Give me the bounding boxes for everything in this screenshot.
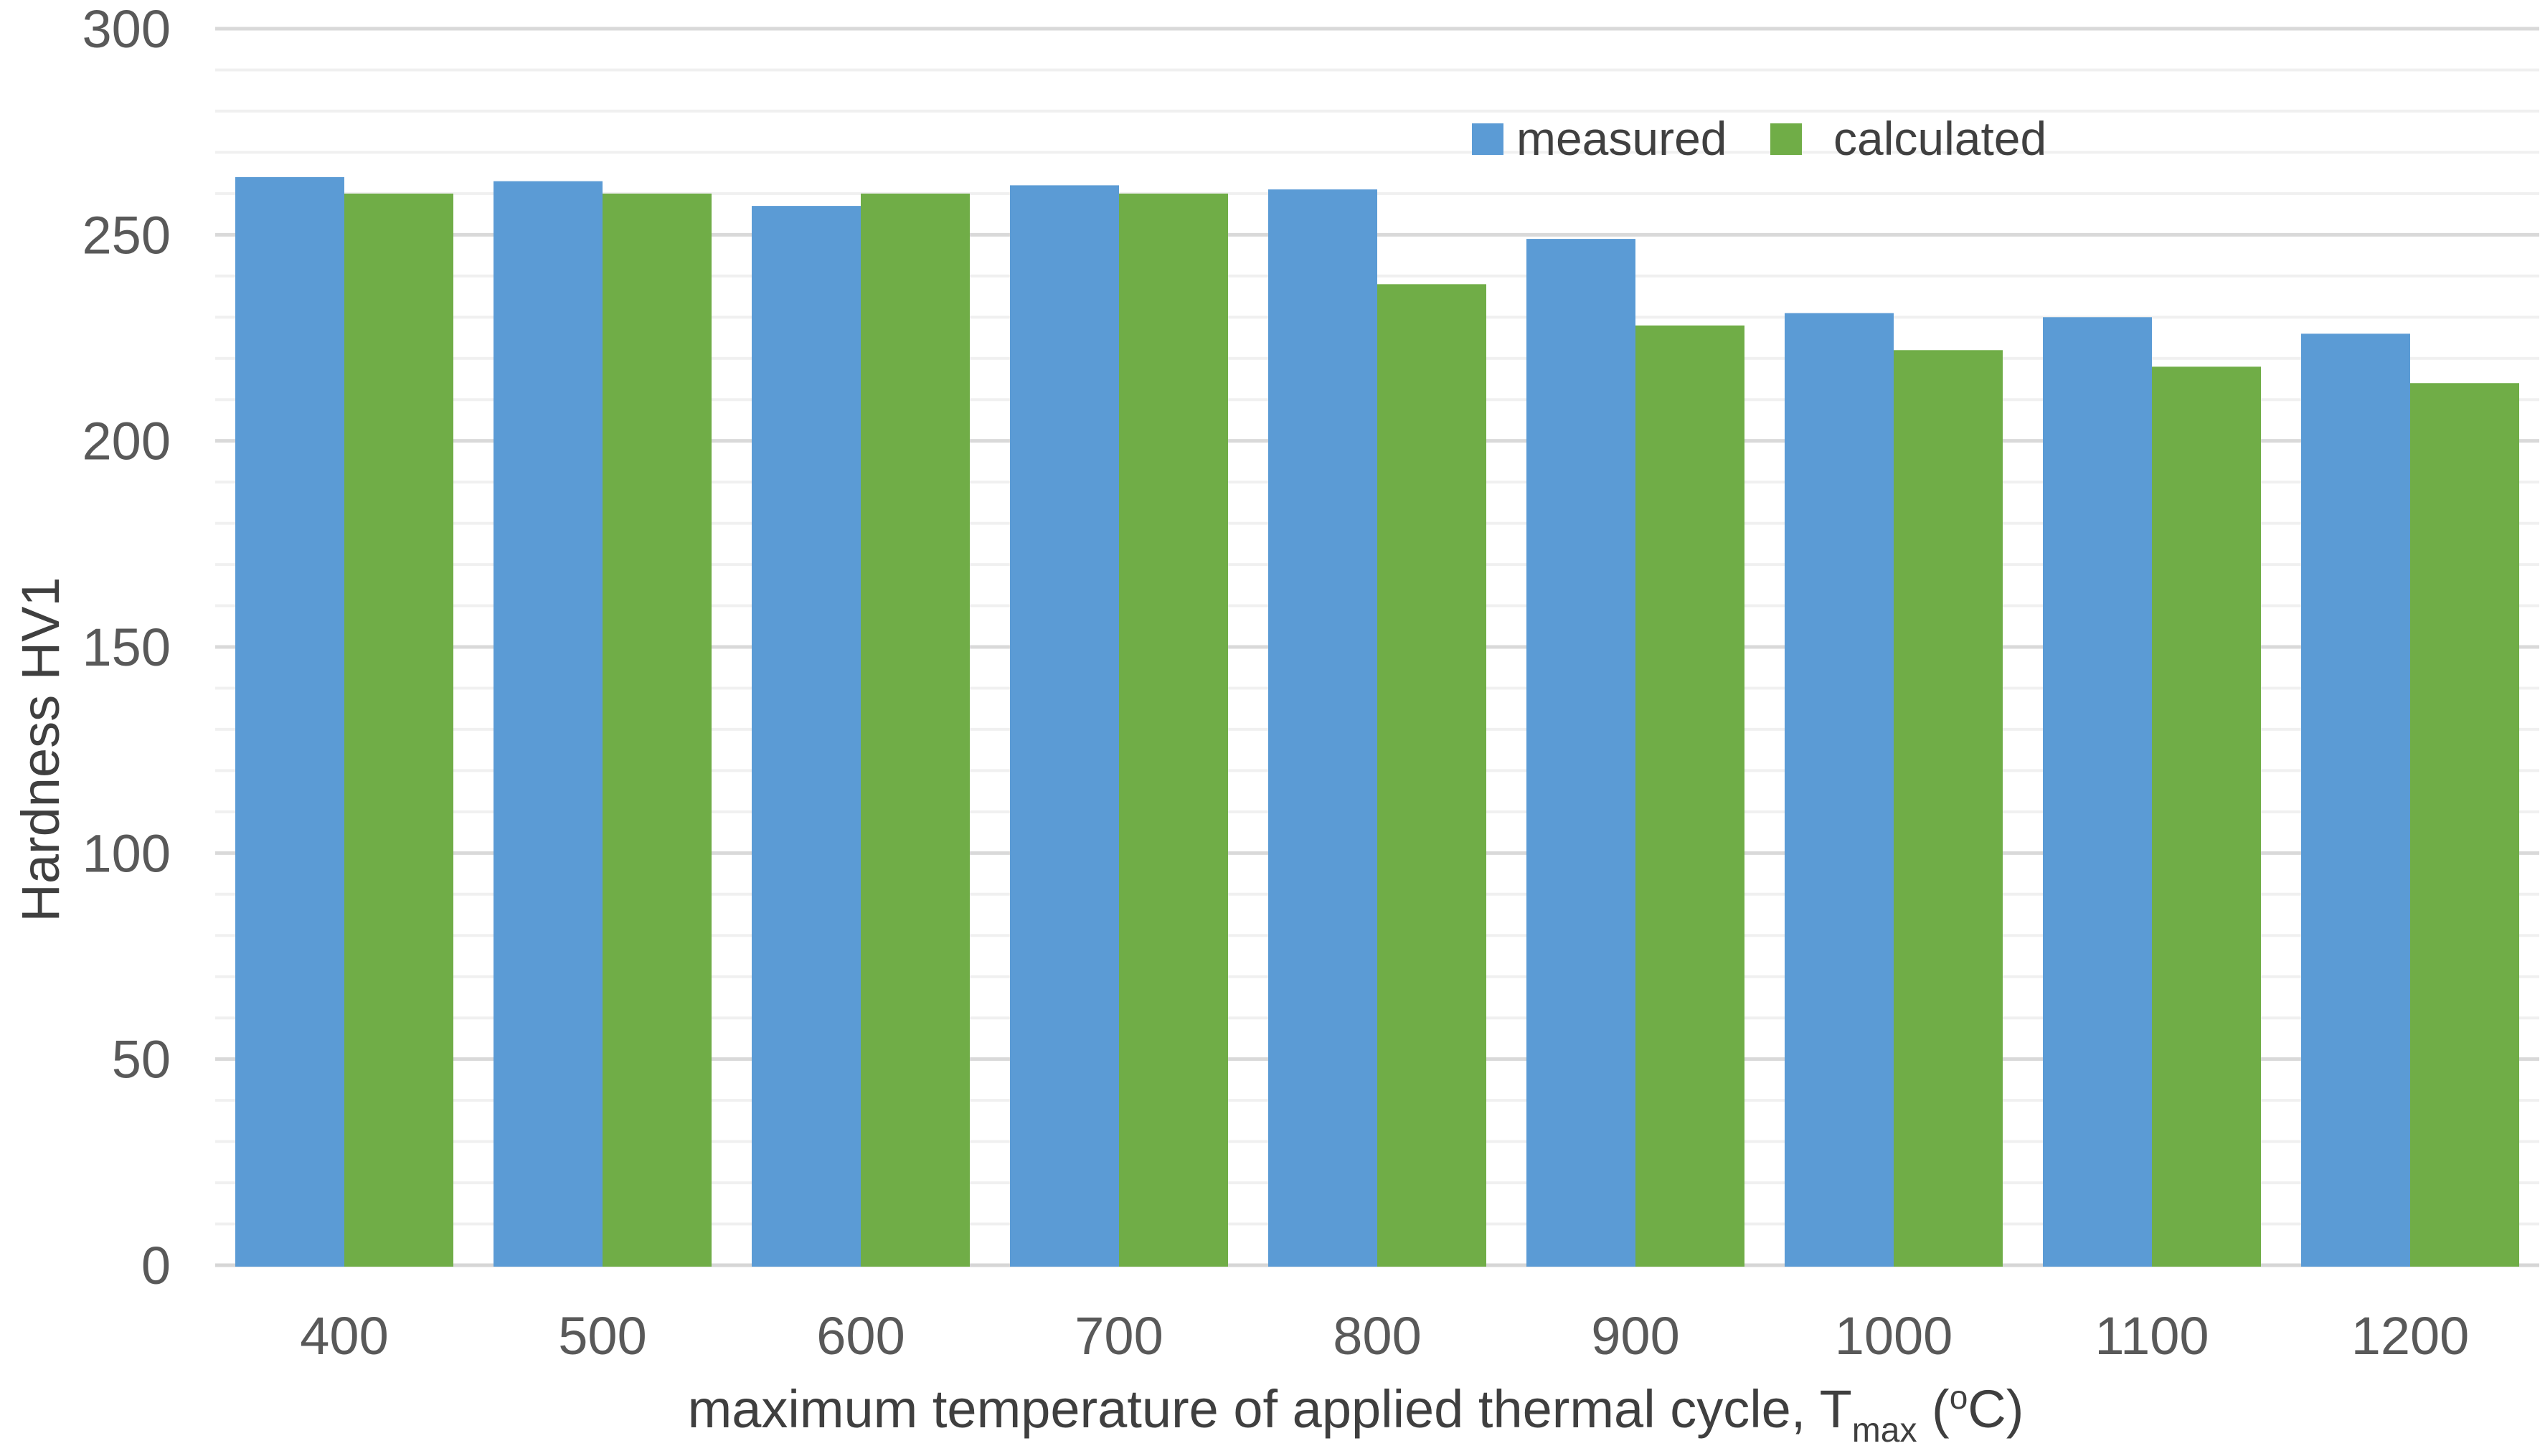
x-axis-tick-labels: 400 500 600 700 800 900 1000 1100 1200 (300, 1306, 2469, 1366)
bar-calculated-500 (603, 193, 712, 1267)
y-axis-tick-labels: 0 50 100 150 200 250 300 (82, 0, 171, 1295)
y-tick-label-250: 250 (82, 205, 171, 265)
x-tick-label-700: 700 (1075, 1306, 1163, 1366)
legend-label-calculated: calculated (1833, 112, 2046, 165)
x-axis-title-suffix: C) (1968, 1379, 2024, 1439)
bar-measured-600 (752, 206, 861, 1267)
x-tick-label-900: 900 (1591, 1306, 1679, 1366)
x-tick-label-800: 800 (1333, 1306, 1421, 1366)
bar-calculated-1100 (2152, 367, 2261, 1267)
bar-measured-1000 (1785, 313, 1894, 1267)
y-tick-label-150: 150 (82, 618, 171, 677)
legend-item-calculated: calculated (1770, 112, 2046, 165)
bar-measured-500 (494, 181, 603, 1267)
y-tick-label-100: 100 (82, 823, 171, 883)
x-axis-title-prefix: maximum temperature of applied thermal c… (688, 1379, 1852, 1439)
bar-measured-1200 (2301, 334, 2410, 1267)
calculated-swatch (1770, 123, 1802, 155)
x-tick-label-1000: 1000 (1835, 1306, 1953, 1366)
x-tick-label-1200: 1200 (2351, 1306, 2470, 1366)
legend-label-measured: measured (1516, 112, 1727, 165)
bar-calculated-1000 (1894, 350, 2003, 1267)
bar-calculated-700 (1119, 193, 1228, 1267)
bar-measured-400 (235, 176, 344, 1267)
x-tick-label-600: 600 (816, 1306, 905, 1366)
x-axis-title-subscript: max (1852, 1412, 1917, 1450)
x-tick-label-500: 500 (558, 1306, 646, 1366)
x-tick-label-400: 400 (300, 1306, 388, 1366)
bar-measured-700 (1010, 185, 1119, 1267)
y-tick-label-0: 0 (141, 1236, 171, 1295)
x-axis-title-middle: ( (1917, 1379, 1950, 1439)
y-tick-label-300: 300 (82, 0, 171, 59)
legend-item-measured: measured (1472, 112, 1727, 165)
y-tick-label-50: 50 (112, 1030, 171, 1089)
legend: measured calculated (1472, 112, 2046, 165)
bar-calculated-600 (861, 193, 970, 1267)
x-axis-title: maximum temperature of applied thermal c… (688, 1379, 2024, 1450)
bar-calculated-1200 (2410, 383, 2519, 1267)
bar-measured-900 (1526, 239, 1635, 1267)
bar-calculated-900 (1635, 325, 1744, 1267)
bar-series (235, 176, 2519, 1267)
measured-swatch (1472, 123, 1503, 155)
y-axis-title: Hardness HV1 (11, 577, 70, 922)
bar-calculated-400 (344, 193, 453, 1267)
bar-measured-800 (1268, 189, 1377, 1267)
x-tick-label-1100: 1100 (2095, 1306, 2209, 1366)
x-axis-title-superscript: o (1950, 1379, 1968, 1416)
bar-calculated-800 (1377, 284, 1486, 1267)
bar-measured-1100 (2043, 317, 2152, 1267)
y-tick-label-200: 200 (82, 412, 171, 471)
